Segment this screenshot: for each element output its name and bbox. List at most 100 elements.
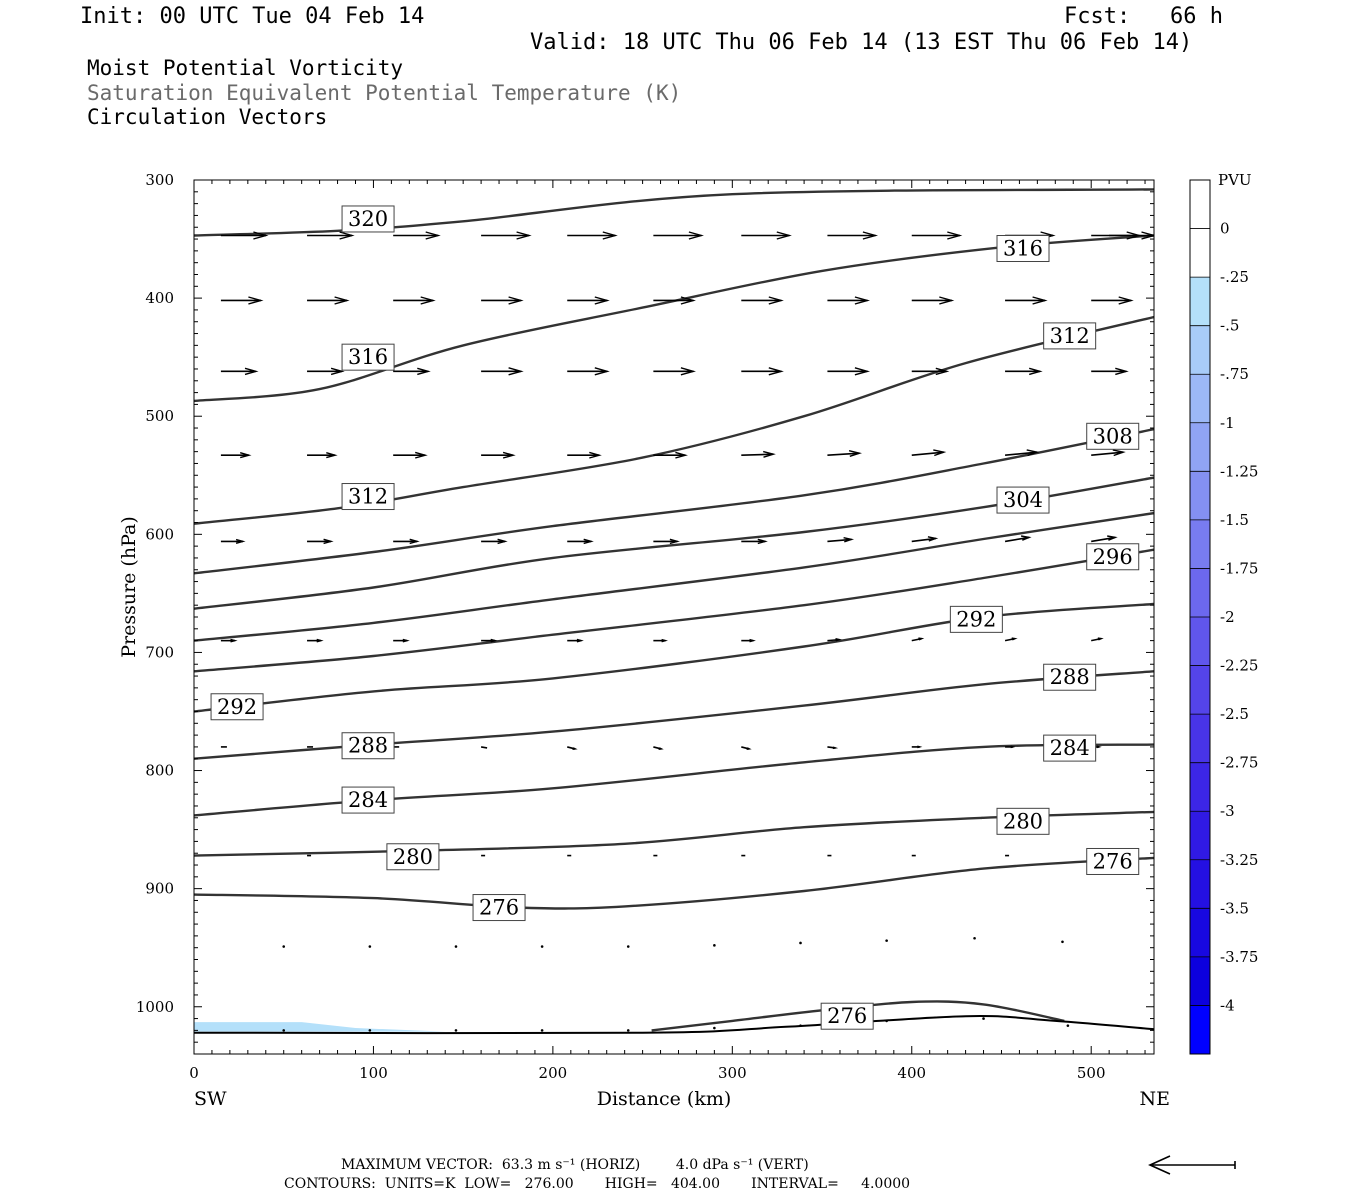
valid-time: Valid: 18 UTC Thu 06 Feb 14 (13 EST Thu … bbox=[530, 30, 1193, 55]
circulation-vector bbox=[1005, 367, 1043, 376]
circulation-vector bbox=[220, 231, 269, 240]
circulation-vector bbox=[827, 638, 843, 642]
contour-label-276: 276 bbox=[1093, 849, 1133, 873]
forecast-hour: Fcst: 66 h bbox=[1064, 4, 1223, 29]
circulation-vector bbox=[393, 367, 431, 376]
circulation-vector bbox=[1091, 296, 1134, 305]
circulation-vector bbox=[220, 452, 252, 459]
contour-label-280: 280 bbox=[1003, 809, 1043, 833]
contour-label-276-box bbox=[1086, 847, 1140, 875]
contour-label-312: 312 bbox=[348, 485, 388, 509]
circulation-vector bbox=[827, 231, 879, 240]
circulation-vector bbox=[911, 637, 925, 642]
x-tick-label: 400 bbox=[897, 1064, 926, 1082]
contour-label-312-box bbox=[341, 483, 395, 511]
circulation-vector bbox=[567, 746, 578, 750]
circulation-vector bbox=[1091, 449, 1126, 457]
colorbar-unit: PVU bbox=[1218, 171, 1252, 189]
circulation-vector bbox=[393, 231, 441, 240]
contour-label-276: 276 bbox=[479, 896, 519, 920]
vector-dot bbox=[282, 945, 286, 948]
colorbar-segment bbox=[1190, 228, 1210, 278]
circulation-vector bbox=[481, 296, 524, 305]
contours-note: CONTOURS: UNITS=K LOW= 276.00 HIGH= 404.… bbox=[284, 1176, 911, 1192]
y-tick-label: 300 bbox=[145, 171, 174, 189]
circulation-vector bbox=[220, 538, 246, 544]
vector-dot bbox=[713, 944, 716, 947]
circulation-vector bbox=[307, 538, 334, 545]
pv-shading-area bbox=[194, 1022, 446, 1032]
circulation-vector bbox=[393, 296, 436, 305]
circulation-vector bbox=[220, 367, 259, 376]
colorbar-label: -1.5 bbox=[1220, 511, 1249, 529]
title-vectors: Circulation Vectors bbox=[87, 105, 328, 129]
circulation-vector bbox=[827, 296, 871, 305]
circulation-vector bbox=[1004, 449, 1040, 457]
title-pv: Moist Potential Vorticity bbox=[87, 56, 404, 80]
circulation-vector bbox=[1091, 535, 1118, 543]
contour-312 bbox=[194, 315, 1154, 525]
circulation-vector bbox=[1004, 637, 1018, 642]
circulation-vector bbox=[567, 231, 618, 240]
contour-label-304-box bbox=[996, 486, 1050, 514]
y-tick-label: 800 bbox=[145, 762, 174, 780]
circulation-vector bbox=[307, 452, 338, 459]
circulation-vector bbox=[481, 638, 498, 643]
circulation-vector bbox=[653, 538, 680, 545]
x-tick-label: 500 bbox=[1077, 1064, 1106, 1082]
contour-label-284-box bbox=[1043, 734, 1097, 762]
vector-dot bbox=[540, 1029, 544, 1032]
colorbar-label: -3 bbox=[1220, 802, 1235, 820]
circulation-vector bbox=[653, 451, 688, 459]
vector-dot bbox=[626, 1029, 630, 1032]
colorbar-segment bbox=[1190, 568, 1210, 618]
colorbar-segment bbox=[1190, 180, 1210, 230]
x-tick-label: 200 bbox=[539, 1064, 568, 1082]
contour-label-320: 320 bbox=[348, 207, 388, 231]
contour-label-276-box bbox=[472, 894, 526, 922]
circulation-vector bbox=[741, 367, 784, 376]
colorbar-label: -3.5 bbox=[1220, 899, 1249, 917]
sw-label: SW bbox=[194, 1088, 227, 1110]
vector-dot bbox=[454, 945, 458, 948]
x-tick-label: 100 bbox=[359, 1064, 388, 1082]
contour-label-292: 292 bbox=[217, 695, 257, 719]
circulation-vector bbox=[741, 450, 776, 458]
contour-label-320-box bbox=[341, 205, 395, 233]
circulation-vector bbox=[220, 296, 264, 305]
contour-label-276-box bbox=[820, 1002, 874, 1030]
contour-label-288-box bbox=[1043, 663, 1097, 691]
colorbar-segment bbox=[1190, 519, 1210, 569]
circulation-vector bbox=[393, 451, 428, 459]
circulation-vector bbox=[567, 638, 584, 643]
circulation-vector bbox=[1091, 637, 1104, 642]
circulation-vector bbox=[741, 746, 752, 750]
circulation-vector bbox=[741, 231, 792, 240]
circulation-vector bbox=[827, 537, 855, 543]
circulation-vector bbox=[220, 638, 238, 643]
colorbar-label: -2 bbox=[1220, 608, 1235, 626]
colorbar-segment bbox=[1190, 665, 1210, 715]
max-vector-arrow-head bbox=[1148, 1155, 1171, 1175]
contour-label-316-box bbox=[996, 235, 1050, 263]
circulation-vector bbox=[827, 367, 871, 376]
circulation-vector bbox=[653, 638, 668, 643]
circulation-vector bbox=[1109, 231, 1154, 240]
vector-dot bbox=[282, 1029, 286, 1032]
contour-label-308-box bbox=[1086, 422, 1140, 450]
circulation-vector bbox=[481, 367, 524, 376]
terrain-surface-line bbox=[194, 1015, 1154, 1035]
colorbar-label: -.5 bbox=[1220, 317, 1239, 335]
vector-dot bbox=[540, 945, 544, 948]
circulation-vector bbox=[653, 367, 696, 376]
vector-dot bbox=[368, 1029, 372, 1032]
contour-label-288: 288 bbox=[348, 734, 388, 758]
colorbar-label: -3.25 bbox=[1220, 851, 1258, 869]
circulation-vector bbox=[911, 367, 950, 376]
contour-296 bbox=[194, 548, 1154, 673]
circulation-vector bbox=[1005, 745, 1016, 749]
contour-284 bbox=[194, 743, 1154, 817]
circulation-vector bbox=[1004, 535, 1032, 543]
circulation-vector bbox=[481, 451, 516, 459]
